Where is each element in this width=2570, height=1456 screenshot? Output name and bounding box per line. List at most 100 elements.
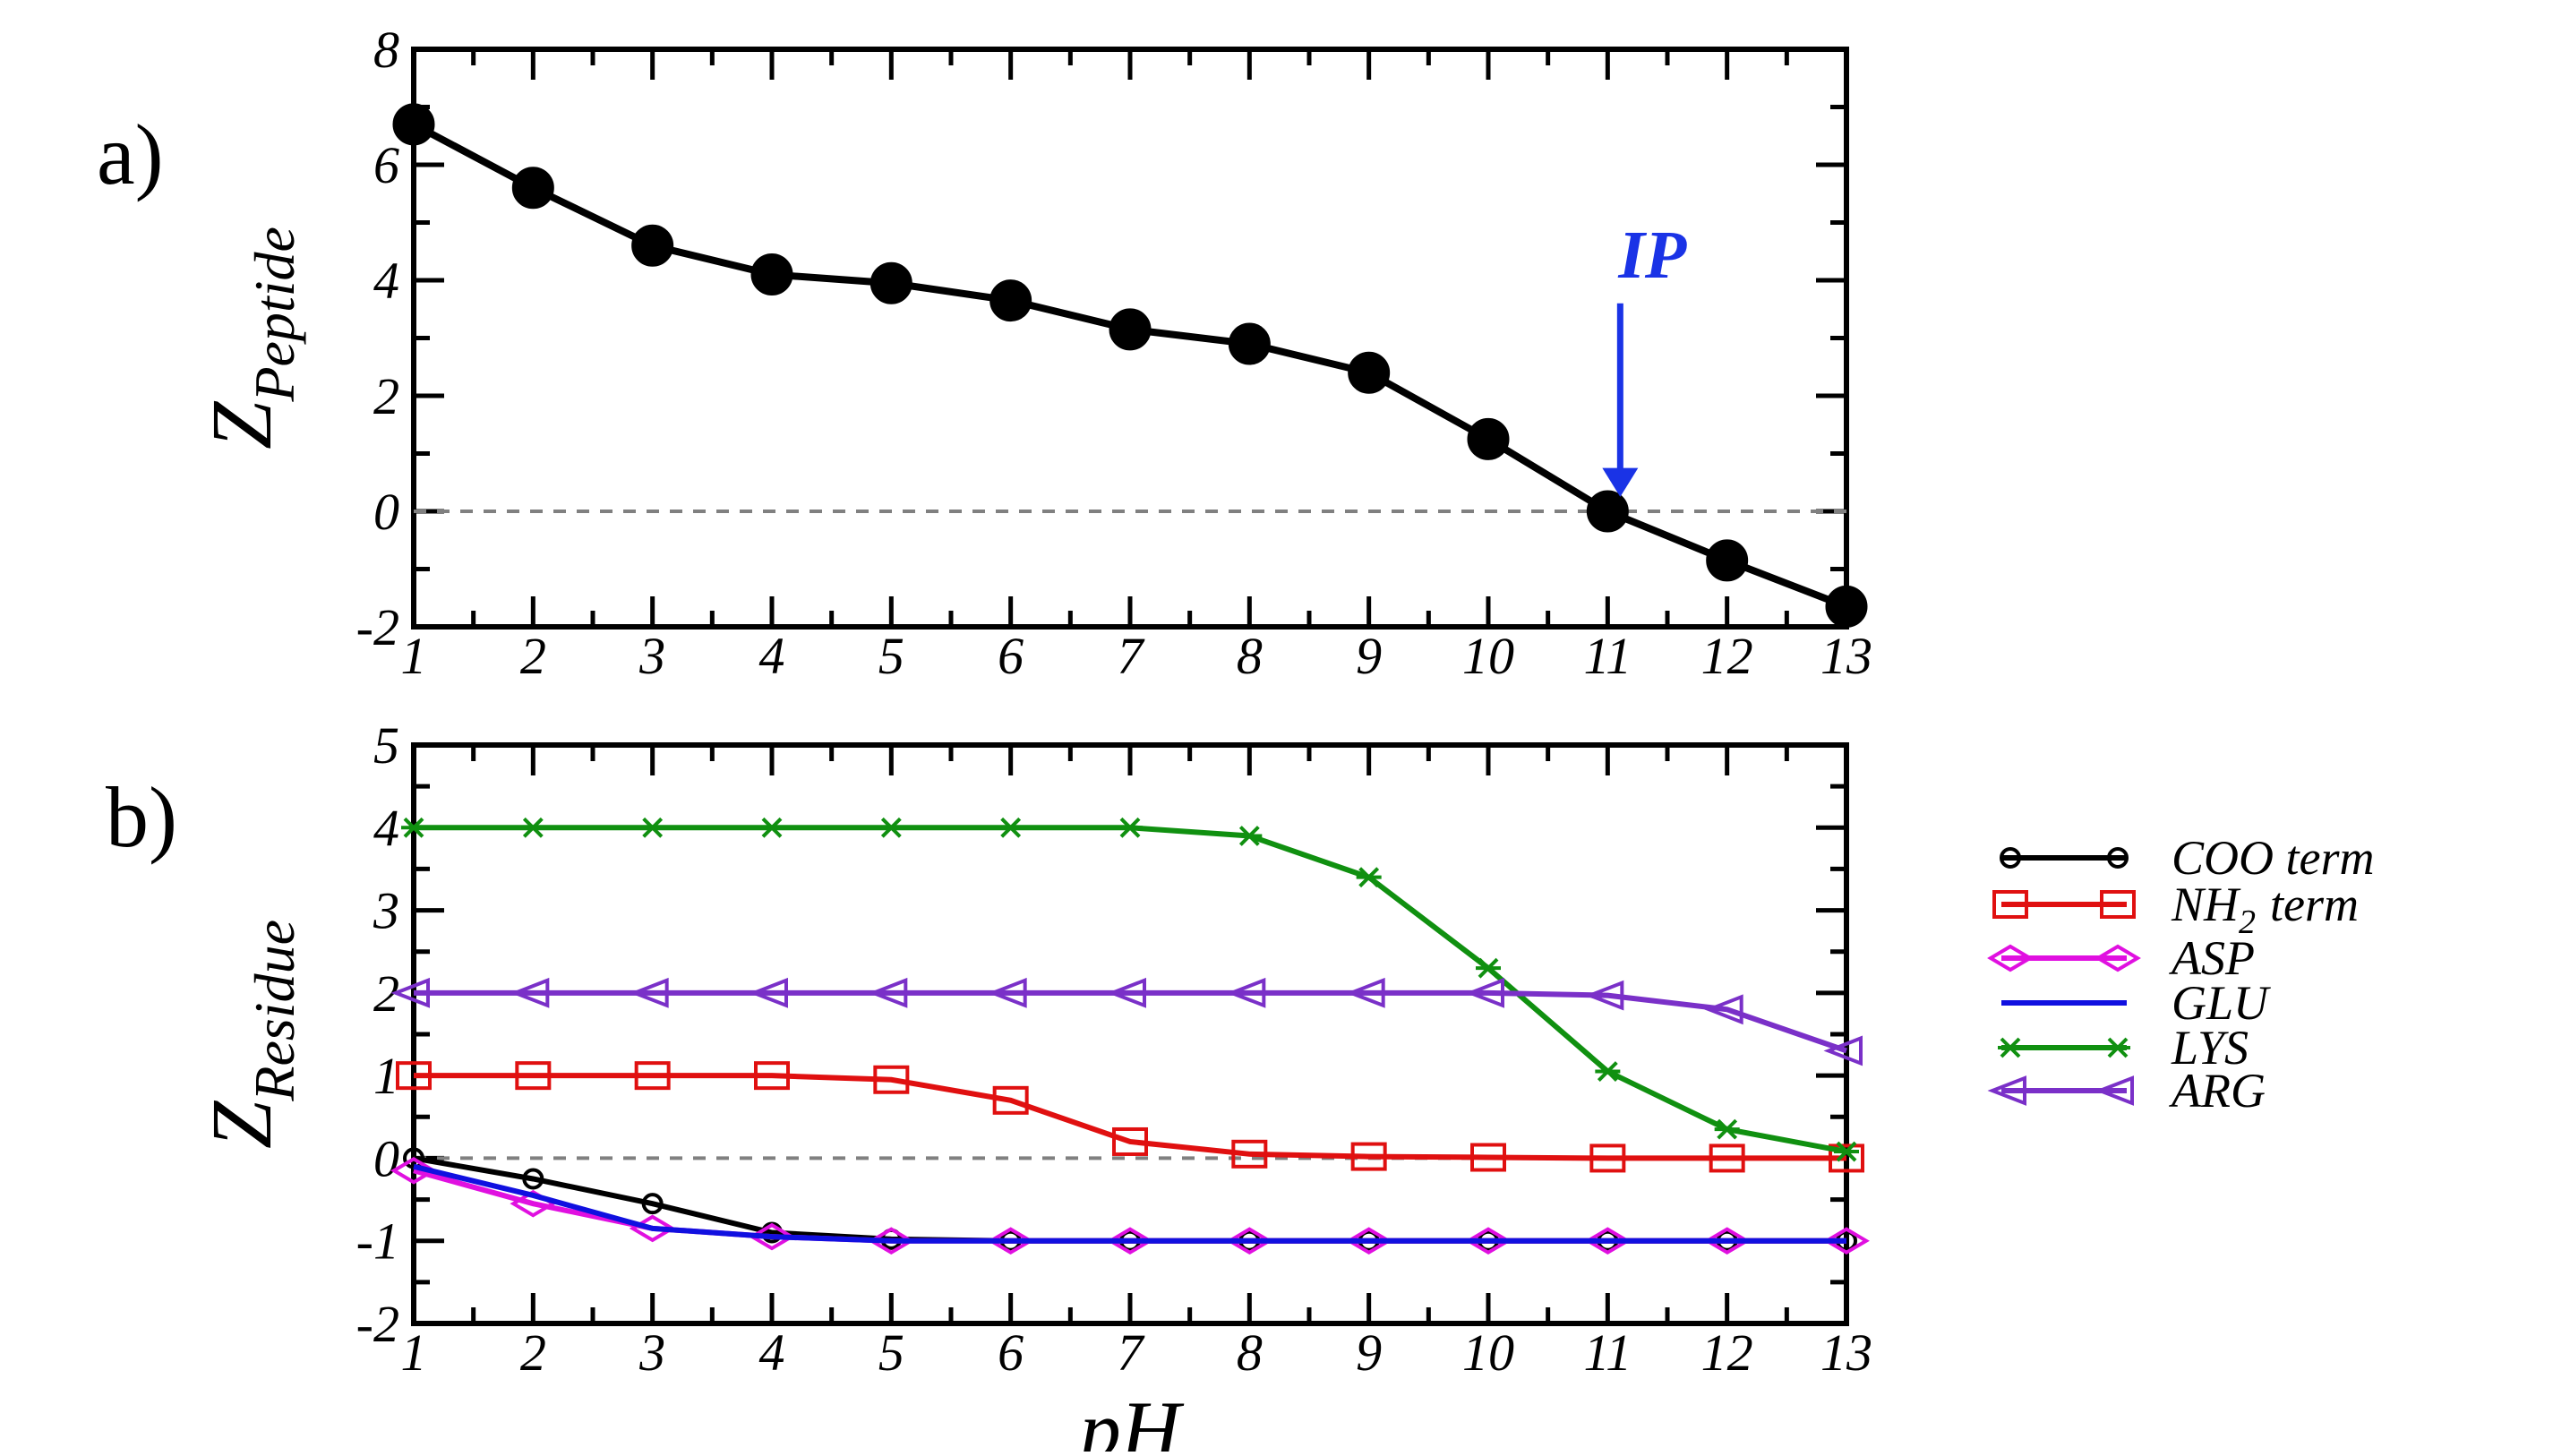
x-tick-label: 4 xyxy=(759,627,785,685)
x-tick-label: 1 xyxy=(401,627,427,685)
y-axis-title: ZPeptide xyxy=(193,227,306,450)
x-tick-label: 12 xyxy=(1701,1323,1753,1382)
data-point xyxy=(1595,1061,1621,1082)
x-tick-label: 3 xyxy=(638,627,665,685)
y-tick-label: -1 xyxy=(356,1212,399,1271)
data-point xyxy=(1706,539,1749,582)
y-tick-label: 4 xyxy=(373,252,399,310)
x-tick-label: 8 xyxy=(1237,627,1263,685)
series-line xyxy=(414,1073,1846,1161)
data-point xyxy=(520,817,546,838)
x-tick-label: 9 xyxy=(1356,627,1382,685)
x-tick-label: 5 xyxy=(878,627,904,685)
data-point xyxy=(989,279,1032,322)
data-point xyxy=(1586,490,1629,533)
series-line xyxy=(414,825,1847,1154)
legend-label-name: ARG xyxy=(2169,1064,2266,1118)
y-tick-label: 4 xyxy=(373,799,399,857)
series-peptide xyxy=(392,103,1868,628)
y-tick-label: -2 xyxy=(356,1295,399,1353)
legend-label-name: COO term xyxy=(2172,831,2375,885)
x-tick-label: 13 xyxy=(1820,1323,1872,1382)
data-point xyxy=(1112,1126,1148,1156)
data-point xyxy=(998,817,1024,838)
legend-label: COO term xyxy=(2172,831,2375,885)
legend-item-glu: GLU xyxy=(2001,976,2271,1030)
series-nh xyxy=(396,1061,1864,1173)
y-tick-label: 0 xyxy=(373,1129,399,1187)
data-point xyxy=(1714,1118,1740,1140)
y-axis-title-main: Z xyxy=(193,400,289,450)
legend-item-asp: ASP xyxy=(1987,931,2255,985)
data-point xyxy=(396,1061,432,1091)
x-tick-label: 4 xyxy=(759,1323,785,1382)
legend-label-name: NH xyxy=(2171,878,2241,931)
legend-label: ARG xyxy=(2169,1064,2266,1118)
y-tick-label: 1 xyxy=(373,1047,399,1105)
legend-marker xyxy=(2095,944,2141,972)
legend-label-sub: 2 xyxy=(2239,904,2256,941)
data-point xyxy=(1237,826,1263,846)
data-point xyxy=(1228,322,1271,365)
data-point xyxy=(1470,1143,1506,1172)
series-line xyxy=(413,1163,1846,1244)
y-axis-title: ZResidue xyxy=(193,920,306,1149)
x-tick-label: 3 xyxy=(638,1323,665,1382)
data-point xyxy=(510,977,550,1008)
data-point xyxy=(750,253,793,296)
data-point xyxy=(511,167,554,210)
y-tick-label: 2 xyxy=(373,367,399,425)
legend-marker xyxy=(2105,1037,2130,1058)
data-point xyxy=(1709,1143,1745,1173)
x-tick-label: 2 xyxy=(520,1323,546,1382)
series-line xyxy=(412,121,1848,611)
series-coo-term xyxy=(403,1147,1857,1252)
y-tick-label: 8 xyxy=(373,21,399,79)
x-tick-label: 6 xyxy=(998,627,1024,685)
y-tick-label: -2 xyxy=(356,598,399,656)
data-point xyxy=(870,261,912,304)
x-tick-label: 2 xyxy=(520,627,546,685)
y-tick-label: 5 xyxy=(373,716,399,775)
legend-label-name: LYS xyxy=(2171,1021,2249,1075)
panel-label: b) xyxy=(106,769,177,865)
data-point xyxy=(1823,1227,1870,1255)
legend-marker xyxy=(2107,847,2129,869)
x-tick-label: 10 xyxy=(1462,627,1514,685)
series-glu xyxy=(413,1163,1846,1244)
data-point xyxy=(639,817,665,838)
legend-label: LYS xyxy=(2171,1021,2249,1075)
data-point xyxy=(1348,351,1391,394)
legend-label-name: ASP xyxy=(2169,931,2255,985)
data-point xyxy=(988,977,1027,1008)
legend-label: ASP xyxy=(2169,931,2255,985)
data-point xyxy=(390,977,430,1008)
legend-marker xyxy=(1992,890,2028,919)
legend-label-name: GLU xyxy=(2172,976,2271,1030)
y-tick-label: 3 xyxy=(373,882,399,940)
legend-item-lys: LYS xyxy=(1998,1021,2249,1075)
legend-marker xyxy=(1987,1075,2026,1106)
data-point xyxy=(515,1061,552,1091)
legend-label-suffix: term xyxy=(2270,878,2359,931)
legend-marker xyxy=(2095,1075,2134,1106)
series-arg xyxy=(390,977,1863,1066)
data-point xyxy=(522,1168,544,1190)
legend-label: GLU xyxy=(2172,976,2271,1030)
data-point xyxy=(1467,417,1510,460)
data-point xyxy=(749,977,788,1008)
legend-item-coo-term: COO term xyxy=(2000,831,2375,885)
x-tick-label: 9 xyxy=(1356,1323,1382,1382)
x-tick-label: 13 xyxy=(1820,627,1872,685)
x-tick-label: 1 xyxy=(401,1323,427,1382)
x-tick-label: 8 xyxy=(1237,1323,1263,1382)
data-point xyxy=(1226,977,1266,1008)
y-axis-title-main: Z xyxy=(193,1100,289,1149)
ip-annotation: IP xyxy=(1617,218,1687,293)
data-point xyxy=(401,817,426,838)
data-point xyxy=(1118,817,1143,838)
data-point xyxy=(1589,1143,1626,1173)
x-axis-title: pH xyxy=(1075,1384,1185,1452)
